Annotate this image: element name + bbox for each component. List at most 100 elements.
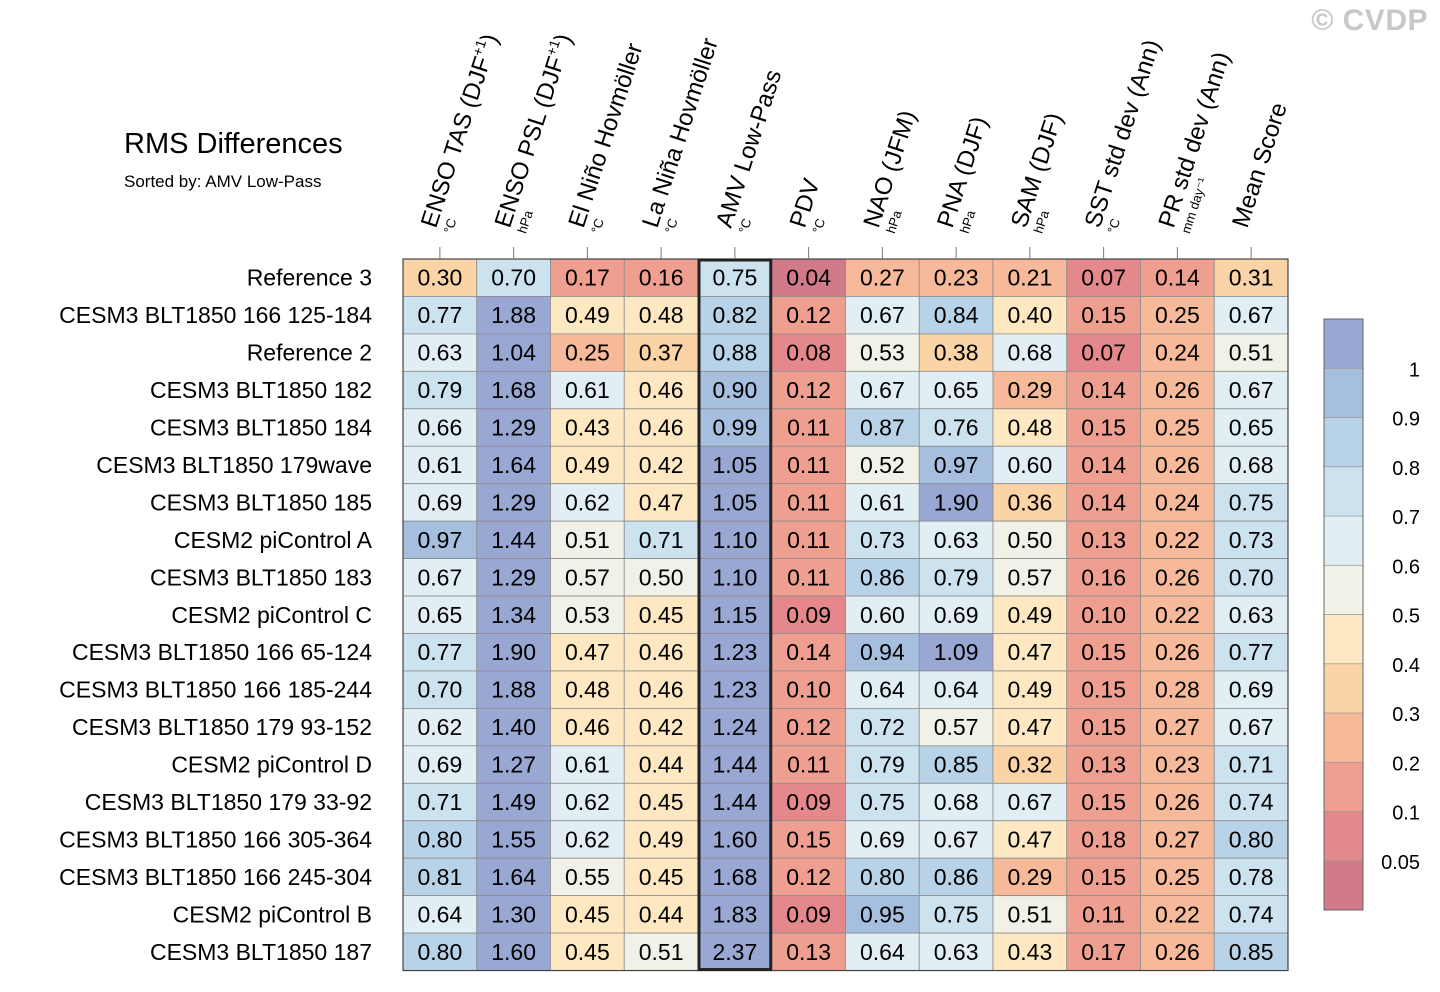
cell-value: 0.51 bbox=[565, 527, 610, 553]
cell-value: 0.71 bbox=[417, 789, 462, 815]
cell-value: 0.62 bbox=[417, 714, 462, 740]
column-unit: °C bbox=[809, 217, 828, 236]
cell-value: 0.62 bbox=[565, 489, 610, 515]
heatmap-cell bbox=[1140, 408, 1215, 447]
cell-value: 1.40 bbox=[491, 714, 536, 740]
heatmap-cell bbox=[1213, 258, 1289, 297]
column-label-superscript: +1 bbox=[469, 37, 489, 57]
column-unit: °C bbox=[588, 217, 607, 236]
row-label: CESM3 BLT1850 179 93-152 bbox=[72, 714, 372, 740]
cell-value: 0.27 bbox=[860, 265, 905, 291]
heatmap-cell bbox=[476, 820, 551, 859]
column-header: SAM (DJF)hPa bbox=[1006, 110, 1068, 236]
heatmap-cell bbox=[1066, 932, 1141, 971]
heatmap-cell bbox=[550, 895, 625, 934]
grid-border bbox=[402, 258, 1289, 972]
heatmap-cell bbox=[402, 445, 478, 485]
cell-value: 0.51 bbox=[639, 939, 684, 965]
heatmap-cell bbox=[992, 708, 1068, 747]
column-label-superscript: +1 bbox=[543, 37, 563, 57]
cell-value: 1.90 bbox=[934, 489, 979, 515]
cell-value: 0.82 bbox=[712, 302, 757, 328]
row-label: CESM2 piControl B bbox=[173, 901, 372, 927]
heatmap-cell bbox=[697, 520, 773, 560]
heatmap-cell bbox=[1213, 857, 1289, 897]
cell-value: 1.10 bbox=[712, 527, 757, 553]
cell-value: 0.21 bbox=[1007, 265, 1052, 291]
cell-value: 1.05 bbox=[712, 452, 757, 478]
heatmap-cell bbox=[992, 483, 1068, 522]
cell-value: 0.62 bbox=[565, 826, 610, 852]
cell-value: 1.27 bbox=[491, 752, 536, 778]
cell-value: 0.80 bbox=[417, 826, 462, 852]
cell-value: 0.10 bbox=[1081, 602, 1126, 628]
heatmap-cell bbox=[697, 782, 773, 822]
cell-value: 1.64 bbox=[491, 864, 536, 890]
cell-value: 0.15 bbox=[786, 826, 831, 852]
cell-value: 0.67 bbox=[860, 377, 905, 403]
cell-value: 0.47 bbox=[639, 489, 684, 515]
heatmap-cell bbox=[992, 520, 1068, 560]
heatmap-cell bbox=[623, 520, 699, 560]
heatmap-cell bbox=[771, 895, 846, 934]
cell-value: 0.60 bbox=[860, 602, 905, 628]
heatmap-cell bbox=[1066, 595, 1141, 634]
heatmap-cell bbox=[918, 520, 994, 560]
cell-value: 0.18 bbox=[1081, 826, 1126, 852]
cell-value: 0.26 bbox=[1155, 564, 1200, 590]
column-label: AMV Low-Pass bbox=[711, 66, 787, 230]
heatmap-cell bbox=[845, 445, 920, 485]
cell-value: 0.57 bbox=[1007, 564, 1052, 590]
heatmap-cell bbox=[550, 670, 625, 709]
cell-value: 0.22 bbox=[1155, 602, 1200, 628]
heatmap-cell bbox=[623, 820, 699, 859]
cell-value: 0.70 bbox=[1229, 564, 1274, 590]
heatmap-cell bbox=[771, 595, 846, 634]
heatmap-cell bbox=[845, 670, 920, 709]
cell-value: 0.85 bbox=[1229, 939, 1274, 965]
row-label: Reference 3 bbox=[247, 265, 372, 291]
cell-value: 0.32 bbox=[1007, 752, 1052, 778]
row-label: CESM3 BLT1850 166 125-184 bbox=[59, 302, 372, 328]
heatmap-cell bbox=[845, 932, 920, 971]
cell-value: 0.64 bbox=[417, 901, 462, 927]
row-label: CESM2 piControl C bbox=[171, 602, 372, 628]
cell-value: 0.67 bbox=[1007, 789, 1052, 815]
cell-value: 0.88 bbox=[712, 340, 757, 366]
row-label: CESM3 BLT1850 187 bbox=[150, 939, 372, 965]
heatmap-cell bbox=[1066, 445, 1141, 485]
cell-value: 0.46 bbox=[639, 677, 684, 703]
cell-value: 0.14 bbox=[1081, 452, 1126, 478]
heatmap-cell bbox=[992, 296, 1068, 335]
heatmap-cell bbox=[402, 782, 478, 822]
cell-value: 1.90 bbox=[491, 639, 536, 665]
cell-value: 0.14 bbox=[1081, 377, 1126, 403]
cell-value: 0.84 bbox=[934, 302, 979, 328]
column-label: La Niña Hovmöller bbox=[637, 35, 724, 231]
heatmap-cell bbox=[476, 857, 551, 897]
cell-value: 0.43 bbox=[565, 415, 610, 441]
cell-value: 0.64 bbox=[860, 677, 905, 703]
cell-value: 0.47 bbox=[565, 639, 610, 665]
column-header: PNA (DJF)hPa bbox=[932, 113, 993, 235]
column-unit: °C bbox=[1104, 217, 1123, 236]
cell-value: 0.53 bbox=[565, 602, 610, 628]
cell-value: 0.17 bbox=[1081, 939, 1126, 965]
heatmap-cell bbox=[1140, 370, 1215, 410]
heatmap-cell bbox=[1066, 857, 1141, 897]
cell-value: 0.22 bbox=[1155, 901, 1200, 927]
heatmap-cell bbox=[550, 857, 625, 897]
colorbar-segment bbox=[1323, 515, 1364, 566]
cell-value: 0.47 bbox=[1007, 714, 1052, 740]
cell-value: 2.37 bbox=[712, 939, 757, 965]
heatmap-cell bbox=[1213, 895, 1289, 934]
heatmap-cell bbox=[1140, 782, 1215, 822]
cell-value: 0.66 bbox=[417, 415, 462, 441]
cell-value: 1.49 bbox=[491, 789, 536, 815]
cell-value: 0.94 bbox=[860, 639, 905, 665]
cell-value: 1.55 bbox=[491, 826, 536, 852]
cell-value: 0.77 bbox=[1229, 639, 1274, 665]
cell-value: 0.49 bbox=[565, 302, 610, 328]
heatmap-cell bbox=[623, 857, 699, 897]
